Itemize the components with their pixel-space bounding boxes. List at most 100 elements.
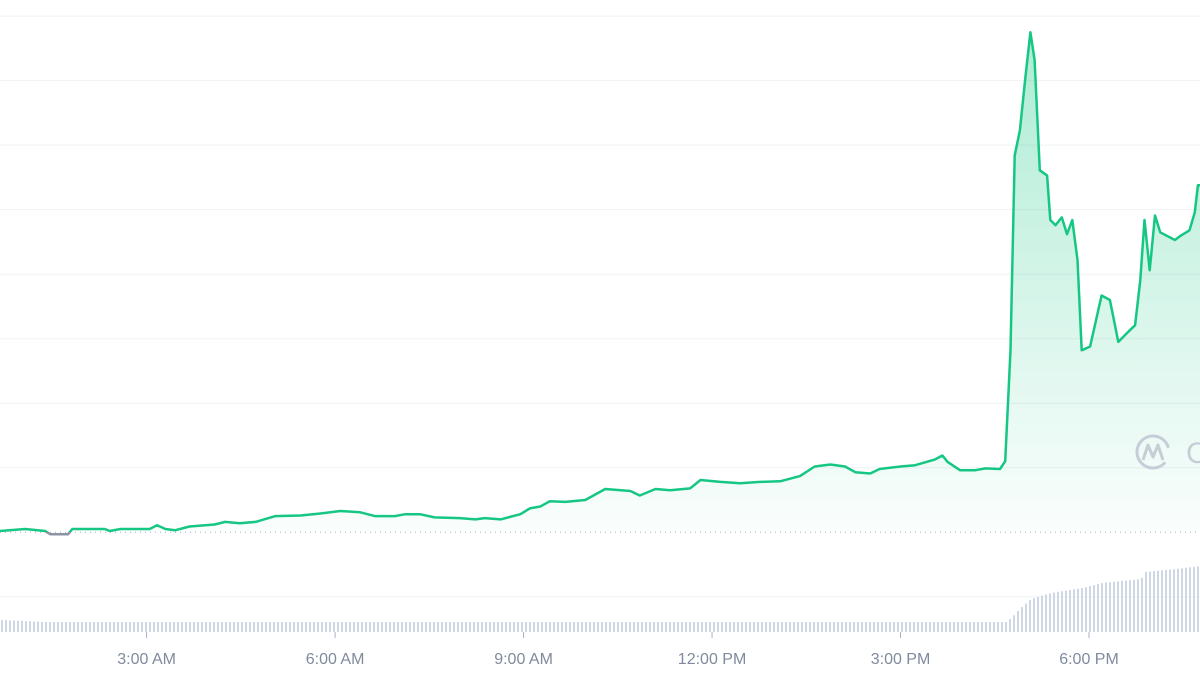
volume-bar: [1077, 588, 1079, 632]
volume-bar: [585, 622, 587, 632]
volume-bar: [769, 622, 771, 632]
volume-bar: [253, 622, 255, 632]
volume-bar: [341, 622, 343, 632]
volume-bar: [77, 622, 79, 632]
volume-bar: [217, 622, 219, 632]
volume-bar: [465, 622, 467, 632]
volume-bar: [69, 622, 71, 632]
volume-bar: [137, 622, 139, 632]
volume-bar: [401, 622, 403, 632]
volume-bar: [1197, 566, 1199, 632]
volume-bar: [709, 622, 711, 632]
volume-bar: [1005, 622, 1007, 632]
volume-bar: [57, 622, 59, 632]
volume-bar: [417, 622, 419, 632]
volume-bar: [1141, 577, 1143, 632]
volume-bar: [617, 622, 619, 632]
volume-bar: [405, 622, 407, 632]
volume-bar: [777, 622, 779, 632]
volume-bar: [929, 622, 931, 632]
volume-bar: [865, 622, 867, 632]
volume-bar: [241, 622, 243, 632]
volume-bar: [817, 622, 819, 632]
volume-bar: [953, 622, 955, 632]
coinmarketcap-watermark: CoinMarketCap: [1135, 434, 1200, 470]
volume-bar: [893, 622, 895, 632]
volume-bar: [881, 622, 883, 632]
volume-bar: [157, 622, 159, 632]
volume-bar: [741, 622, 743, 632]
volume-bar: [293, 622, 295, 632]
volume-bar: [897, 622, 899, 632]
volume-bar: [513, 622, 515, 632]
volume-bar: [301, 622, 303, 632]
volume-bar: [805, 622, 807, 632]
volume-bar: [521, 622, 523, 632]
volume-bar: [1065, 590, 1067, 632]
volume-bar: [165, 622, 167, 632]
grid-lines: [0, 15, 1200, 598]
volume-bar: [637, 622, 639, 632]
volume-bar: [1157, 570, 1159, 632]
volume-bar: [833, 622, 835, 632]
volume-bar: [109, 622, 111, 632]
volume-bar: [541, 622, 543, 632]
volume-bar: [801, 622, 803, 632]
volume-bar: [473, 622, 475, 632]
volume-bar: [1037, 596, 1039, 632]
volume-bar: [1109, 582, 1111, 632]
volume-bar: [581, 622, 583, 632]
volume-bar: [205, 622, 207, 632]
volume-bar: [333, 622, 335, 632]
volume-bar: [937, 622, 939, 632]
volume-bar: [1045, 594, 1047, 632]
volume-bar: [29, 621, 31, 632]
volume-bar: [1105, 582, 1107, 632]
volume-bar: [525, 622, 527, 632]
volume-bar: [705, 622, 707, 632]
volume-bar: [185, 622, 187, 632]
volume-bar: [905, 622, 907, 632]
volume-bar: [233, 622, 235, 632]
volume-bar: [689, 622, 691, 632]
volume-bar: [1093, 585, 1095, 632]
volume-bar: [989, 622, 991, 632]
volume-bar: [321, 622, 323, 632]
volume-bar: [437, 622, 439, 632]
volume-bar: [605, 622, 607, 632]
volume-bar: [781, 622, 783, 632]
volume-bar: [1181, 568, 1183, 632]
volume-bar: [1117, 581, 1119, 632]
volume-bar: [1029, 600, 1031, 632]
volume-bar: [349, 622, 351, 632]
volume-bar: [1089, 586, 1091, 632]
volume-bar: [281, 622, 283, 632]
volume-bar: [633, 622, 635, 632]
volume-bar: [489, 622, 491, 632]
volume-bar: [329, 622, 331, 632]
volume-bar: [169, 622, 171, 632]
volume-bar: [561, 622, 563, 632]
volume-bar: [9, 620, 11, 632]
volume-bar: [757, 622, 759, 632]
volume-bar: [673, 622, 675, 632]
volume-bar: [993, 622, 995, 632]
volume-bar: [485, 622, 487, 632]
volume-bar: [269, 622, 271, 632]
volume-bar: [1001, 622, 1003, 632]
volume-bar: [325, 622, 327, 632]
volume-bar: [1013, 615, 1015, 632]
volume-bar: [189, 622, 191, 632]
volume-bar: [1033, 598, 1035, 632]
volume-bar: [73, 622, 75, 632]
volume-bar: [1189, 567, 1191, 632]
volume-bar: [453, 622, 455, 632]
volume-bar: [237, 622, 239, 632]
volume-bar: [421, 622, 423, 632]
volume-bar: [365, 622, 367, 632]
volume-bar: [965, 622, 967, 632]
volume-bar: [313, 622, 315, 632]
volume-bar: [693, 622, 695, 632]
volume-bar: [1153, 571, 1155, 632]
volume-bar: [141, 622, 143, 632]
